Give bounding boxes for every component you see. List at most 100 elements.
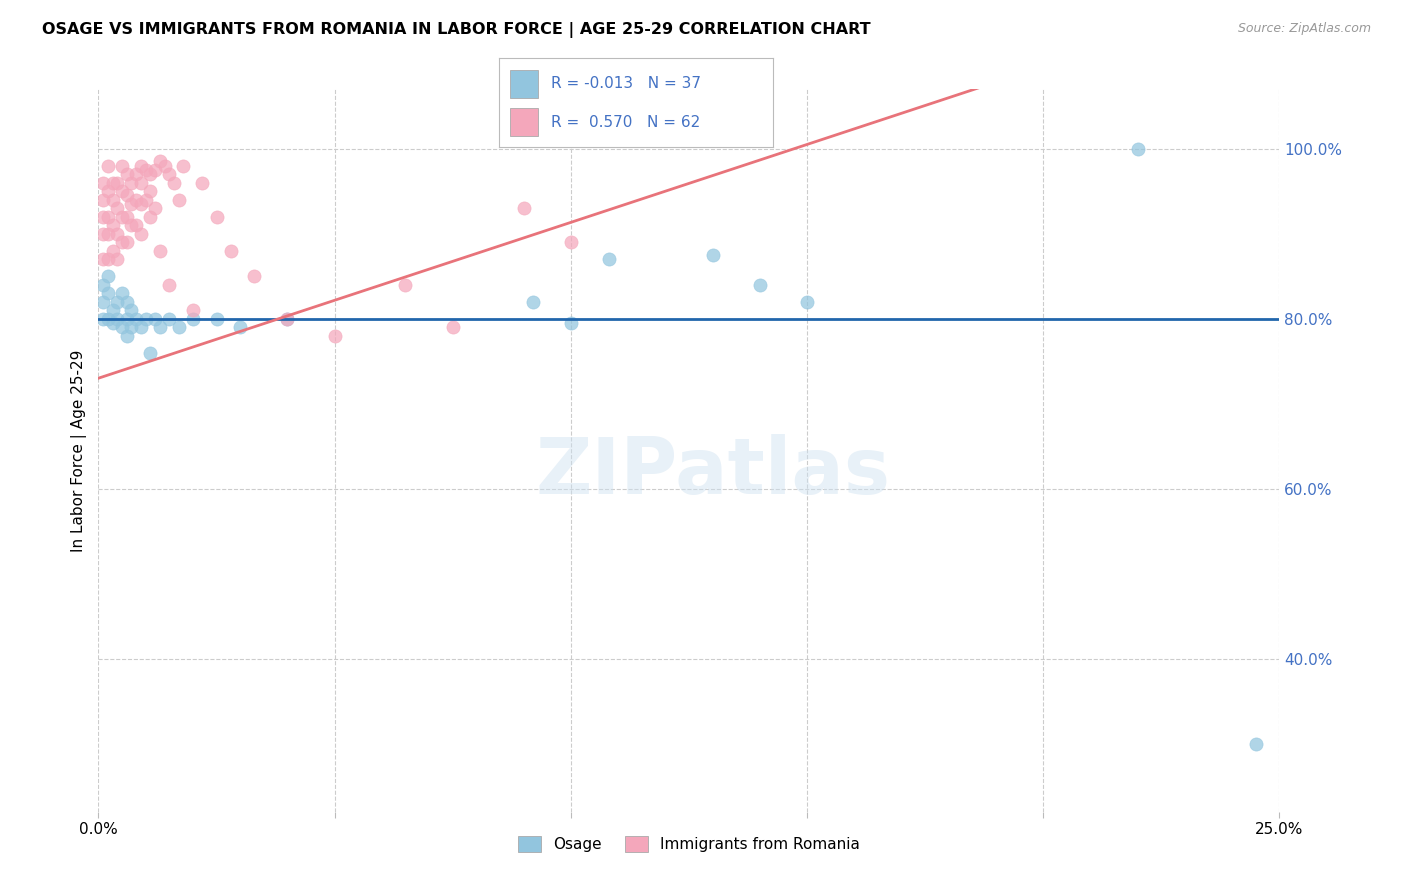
Point [139, 167, 162, 181]
Point [125, 311, 148, 326]
Point [157, 167, 180, 181]
Point [323, 328, 346, 343]
Point [101, 303, 124, 318]
Point [1126, 142, 1149, 156]
Point [115, 294, 138, 309]
Point [105, 294, 128, 309]
Point [205, 210, 228, 224]
Text: OSAGE VS IMMIGRANTS FROM ROMANIA IN LABOR FORCE | AGE 25-29 CORRELATION CHART: OSAGE VS IMMIGRANTS FROM ROMANIA IN LABO… [42, 22, 870, 38]
Point [522, 294, 544, 309]
Point [121, 218, 143, 232]
Point [205, 311, 228, 326]
Point [219, 244, 242, 258]
Point [91, 311, 114, 326]
Text: R =  0.570   N = 62: R = 0.570 N = 62 [551, 115, 700, 129]
Point [153, 159, 176, 173]
Point [276, 311, 298, 326]
Point [129, 159, 152, 173]
Point [115, 167, 138, 181]
Point [115, 235, 138, 250]
Point [149, 320, 172, 334]
Point [105, 252, 128, 267]
Point [181, 311, 204, 326]
Point [115, 328, 138, 343]
Point [101, 193, 124, 207]
Point [125, 167, 148, 181]
Point [91, 193, 114, 207]
Point [97, 184, 120, 198]
Point [105, 227, 128, 241]
Point [125, 218, 148, 232]
Text: ZIPatlas: ZIPatlas [536, 434, 890, 510]
Point [111, 210, 134, 224]
Point [121, 320, 143, 334]
Point [139, 210, 162, 224]
Point [748, 277, 770, 292]
Legend: Osage, Immigrants from Romania: Osage, Immigrants from Romania [512, 830, 866, 858]
Point [157, 277, 180, 292]
Point [560, 316, 582, 330]
Point [229, 320, 252, 334]
Point [101, 316, 124, 330]
Point [91, 294, 114, 309]
Bar [510, 70, 537, 98]
Point [598, 252, 620, 267]
Point [135, 163, 157, 178]
Point [143, 311, 166, 326]
Point [111, 159, 134, 173]
Point [121, 303, 143, 318]
Point [97, 159, 120, 173]
Point [441, 320, 464, 334]
Point [129, 227, 152, 241]
Point [97, 210, 120, 224]
Y-axis label: In Labor Force | Age 25-29: In Labor Force | Age 25-29 [72, 350, 87, 551]
Point [276, 311, 298, 326]
Point [135, 193, 157, 207]
Point [121, 176, 143, 190]
Point [105, 176, 128, 190]
Point [512, 201, 534, 215]
Point [135, 311, 157, 326]
Point [91, 252, 114, 267]
Point [143, 163, 166, 178]
Point [149, 244, 172, 258]
Point [111, 286, 134, 301]
Point [97, 311, 120, 326]
Point [167, 320, 190, 334]
Point [111, 320, 134, 334]
Point [143, 201, 166, 215]
Point [97, 252, 120, 267]
Point [149, 154, 172, 169]
Point [121, 197, 143, 211]
Text: R = -0.013   N = 37: R = -0.013 N = 37 [551, 77, 702, 91]
Point [105, 201, 128, 215]
Point [243, 269, 266, 284]
Point [139, 184, 162, 198]
Bar [510, 108, 537, 136]
Point [125, 193, 148, 207]
Point [796, 294, 818, 309]
Point [115, 210, 138, 224]
Point [394, 277, 416, 292]
Point [172, 159, 194, 173]
Point [191, 176, 214, 190]
Text: Source: ZipAtlas.com: Source: ZipAtlas.com [1237, 22, 1371, 36]
Point [163, 176, 186, 190]
Point [91, 227, 114, 241]
Point [91, 277, 114, 292]
Point [111, 184, 134, 198]
Point [91, 210, 114, 224]
Point [101, 218, 124, 232]
Point [157, 311, 180, 326]
Point [181, 303, 204, 318]
Point [129, 197, 152, 211]
Point [97, 227, 120, 241]
Point [1244, 737, 1267, 751]
Point [115, 311, 138, 326]
Point [139, 345, 162, 359]
Point [702, 248, 724, 262]
Point [105, 311, 128, 326]
Point [111, 235, 134, 250]
Point [97, 269, 120, 284]
Point [167, 193, 190, 207]
